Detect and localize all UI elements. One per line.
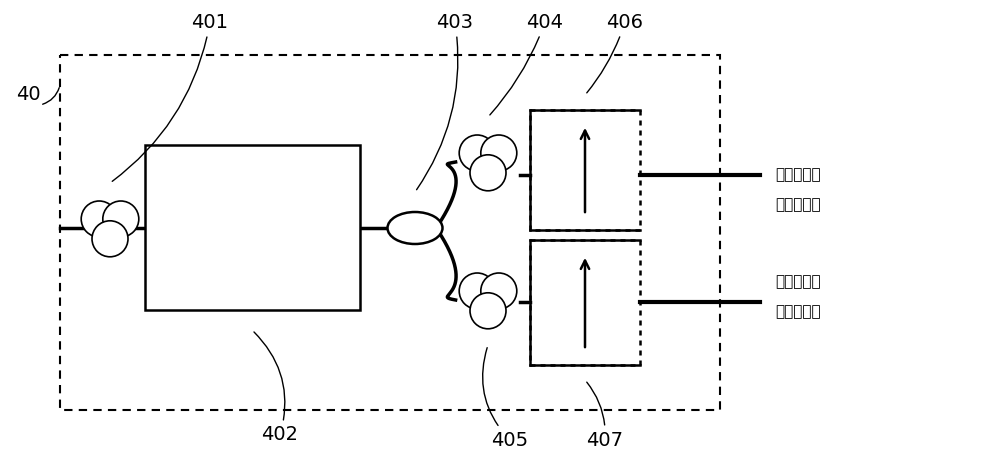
Circle shape	[459, 273, 495, 309]
Bar	[530, 240, 640, 365]
Bar	[530, 110, 640, 230]
Text: 第一个滤波: 第一个滤波	[775, 168, 821, 182]
Text: 器的输出端: 器的输出端	[775, 197, 821, 213]
Bar	[145, 145, 360, 310]
Circle shape	[470, 293, 506, 329]
Text: 402: 402	[254, 332, 298, 445]
Circle shape	[481, 135, 517, 171]
Circle shape	[470, 155, 506, 191]
Circle shape	[92, 221, 128, 257]
Text: 401: 401	[112, 12, 228, 181]
Circle shape	[481, 273, 517, 309]
Text: 器的输出端: 器的输出端	[775, 305, 821, 320]
Circle shape	[459, 135, 495, 171]
Text: 第二个滤波: 第二个滤波	[775, 274, 821, 289]
Text: 406: 406	[587, 12, 644, 93]
Text: 404: 404	[490, 12, 564, 115]
Circle shape	[103, 201, 139, 237]
Text: 405: 405	[483, 348, 529, 449]
Text: 407: 407	[586, 382, 624, 449]
Text: 40: 40	[16, 86, 40, 104]
Ellipse shape	[388, 212, 442, 244]
Text: 403: 403	[417, 12, 474, 190]
Bar	[60, 55, 720, 410]
Circle shape	[81, 201, 117, 237]
